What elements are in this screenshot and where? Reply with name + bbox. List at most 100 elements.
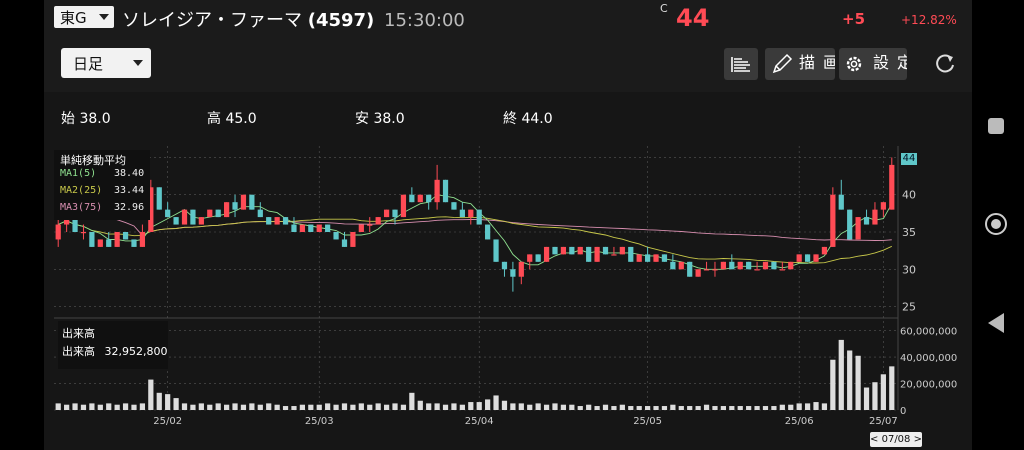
volume-legend-title: 出来高 xyxy=(62,327,95,340)
volume-bar xyxy=(569,404,575,410)
candle-body xyxy=(720,261,727,270)
volume-bar xyxy=(796,403,802,410)
ma2-value: 33.44 xyxy=(114,185,145,196)
candle-body xyxy=(299,224,306,232)
candle-body xyxy=(80,232,87,234)
price-tick-label: 40 xyxy=(902,189,916,202)
candle-body xyxy=(114,232,120,247)
volume-bar xyxy=(838,339,844,410)
volume-bar xyxy=(695,406,701,410)
ma2-label: MA2(25) xyxy=(60,185,103,196)
candle-body xyxy=(417,194,423,203)
volume-bar xyxy=(72,403,78,410)
volume-bar xyxy=(392,403,398,410)
chart-area[interactable]: 始 38.0 高 45.0 安 38.0 終 44.0 253035404502… xyxy=(44,92,972,450)
volume-bar xyxy=(367,404,373,410)
volume-bar xyxy=(97,404,103,410)
draw-button-label: 描画 xyxy=(799,53,835,72)
volume-tick-label: 0 xyxy=(900,406,906,417)
volume-bar xyxy=(712,406,718,410)
market-select-value: 東G xyxy=(60,8,87,27)
candle-body xyxy=(249,194,255,210)
volume-bar xyxy=(358,403,364,410)
volume-bar xyxy=(493,395,499,410)
volume-bar xyxy=(190,404,196,410)
volume-bar xyxy=(611,406,617,410)
volume-bar xyxy=(543,404,550,410)
stock-name: ソレイジア・ファーマ xyxy=(122,10,302,31)
volume-bar xyxy=(215,403,221,410)
candle-body xyxy=(358,224,364,232)
last-price-marker: 44 xyxy=(901,153,917,165)
volume-bar xyxy=(485,399,491,410)
candle-body xyxy=(291,224,297,232)
candle-body xyxy=(804,254,811,262)
volume-bar xyxy=(55,403,61,410)
stock-code: (4597) xyxy=(307,10,375,31)
candle-body xyxy=(442,179,449,203)
low-value: 安 38.0 xyxy=(355,111,405,127)
volume-bar xyxy=(510,403,516,410)
volume-bar xyxy=(266,403,272,410)
market-select[interactable]: 東G xyxy=(54,6,114,28)
quote-time: 15:30:00 xyxy=(384,10,465,31)
candle-body xyxy=(729,261,735,270)
settings-button[interactable]: 設定 xyxy=(839,48,907,80)
date-tick-label: 25/04 xyxy=(465,416,494,427)
period-select[interactable]: 日足 xyxy=(61,48,151,78)
gear-icon xyxy=(846,56,862,72)
candle-body xyxy=(476,209,482,225)
chevron-down-icon xyxy=(99,14,109,20)
candle-body xyxy=(847,209,853,240)
candle-body xyxy=(670,261,676,270)
ma3-value: 32.96 xyxy=(114,202,145,213)
candle-body xyxy=(55,224,61,240)
volume-bar xyxy=(156,392,162,410)
volume-bar xyxy=(316,404,322,410)
volume-bar xyxy=(64,404,70,410)
volume-bar xyxy=(434,403,440,410)
back-icon[interactable] xyxy=(988,313,1004,333)
candle-body xyxy=(889,164,895,210)
candle-body xyxy=(400,194,407,218)
chart-toolbar: 日足 描画 xyxy=(44,36,972,92)
date-tick-label: 25/03 xyxy=(305,416,334,427)
volume-bar xyxy=(476,402,482,410)
recent-apps-icon[interactable] xyxy=(988,118,1004,134)
candle-body xyxy=(779,269,785,271)
volume-bar xyxy=(737,406,743,410)
refresh-icon[interactable] xyxy=(934,52,956,74)
candle-body xyxy=(64,217,70,225)
candle-body xyxy=(375,217,381,225)
date-tick-label: 25/02 xyxy=(153,416,182,427)
candle-body xyxy=(695,269,701,277)
volume-value: 32,952,800 xyxy=(104,345,168,358)
volume-bar xyxy=(687,406,693,410)
volume-bar xyxy=(813,402,819,410)
volume-bar xyxy=(762,406,769,410)
indicator-list-button[interactable] xyxy=(724,48,758,80)
volume-bar xyxy=(577,406,583,410)
period-select-value: 日足 xyxy=(73,54,104,73)
volume-bar xyxy=(821,403,828,410)
home-icon[interactable] xyxy=(985,213,1007,235)
candle-body xyxy=(468,209,474,218)
volume-bar xyxy=(754,406,760,410)
candle-body xyxy=(661,254,668,262)
candle-body xyxy=(577,246,583,255)
volume-bar xyxy=(274,404,280,410)
volume-bar xyxy=(847,350,853,410)
draw-button[interactable]: 描画 xyxy=(765,48,835,80)
volume-bar xyxy=(518,403,524,410)
candlestick-chart[interactable]: 2530354045020,000,00040,000,00060,000,00… xyxy=(44,92,972,450)
volume-bar xyxy=(383,404,390,410)
volume-bar xyxy=(468,402,474,410)
candle-body xyxy=(392,209,398,218)
volume-bar xyxy=(333,404,339,410)
settings-button-label: 設定 xyxy=(873,53,907,72)
ma1-line xyxy=(58,194,893,270)
volume-bar xyxy=(207,404,213,410)
date-cursor-badge[interactable]: < 07/08 > xyxy=(870,432,922,447)
candle-body xyxy=(543,246,550,262)
candle-body xyxy=(282,217,289,225)
